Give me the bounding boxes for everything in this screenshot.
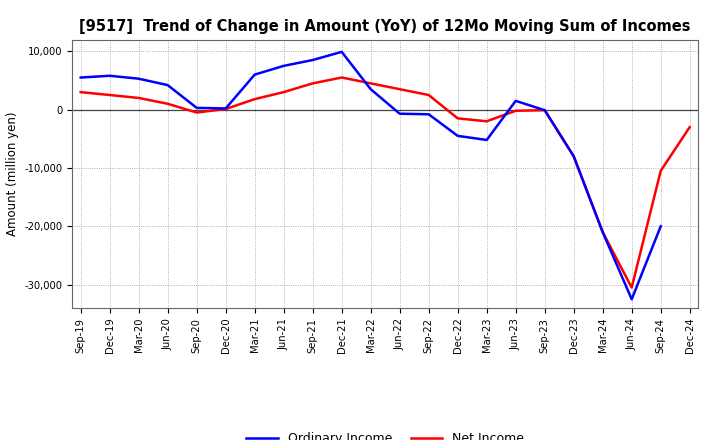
Net Income — [279, 89, 288, 95]
Ordinary Income — [338, 49, 346, 55]
Ordinary Income — [454, 133, 462, 139]
Ordinary Income — [570, 154, 578, 159]
Net Income — [395, 87, 404, 92]
Net Income — [163, 101, 172, 106]
Title: [9517]  Trend of Change in Amount (YoY) of 12Mo Moving Sum of Incomes: [9517] Trend of Change in Amount (YoY) o… — [79, 19, 691, 34]
Net Income — [76, 89, 85, 95]
Ordinary Income — [308, 57, 317, 62]
Ordinary Income — [105, 73, 114, 78]
Net Income — [338, 75, 346, 80]
Ordinary Income — [395, 111, 404, 116]
Net Income — [511, 108, 520, 114]
Net Income — [454, 116, 462, 121]
Ordinary Income — [366, 87, 375, 92]
Line: Ordinary Income: Ordinary Income — [81, 52, 661, 299]
Net Income — [251, 96, 259, 102]
Net Income — [685, 125, 694, 130]
Net Income — [598, 230, 607, 235]
Ordinary Income — [76, 75, 85, 80]
Legend: Ordinary Income, Net Income: Ordinary Income, Net Income — [241, 427, 529, 440]
Ordinary Income — [511, 98, 520, 103]
Net Income — [105, 92, 114, 98]
Ordinary Income — [541, 107, 549, 113]
Net Income — [366, 81, 375, 86]
Net Income — [627, 285, 636, 290]
Net Income — [657, 168, 665, 173]
Net Income — [135, 95, 143, 101]
Ordinary Income — [482, 137, 491, 143]
Ordinary Income — [627, 297, 636, 302]
Ordinary Income — [657, 224, 665, 229]
Net Income — [424, 92, 433, 98]
Net Income — [541, 107, 549, 113]
Ordinary Income — [251, 72, 259, 77]
Ordinary Income — [163, 82, 172, 88]
Line: Net Income: Net Income — [81, 77, 690, 288]
Net Income — [482, 119, 491, 124]
Net Income — [192, 110, 201, 115]
Net Income — [221, 106, 230, 112]
Net Income — [570, 154, 578, 159]
Ordinary Income — [221, 106, 230, 111]
Net Income — [308, 81, 317, 86]
Ordinary Income — [279, 63, 288, 69]
Ordinary Income — [598, 230, 607, 235]
Ordinary Income — [135, 76, 143, 81]
Ordinary Income — [192, 105, 201, 110]
Y-axis label: Amount (million yen): Amount (million yen) — [6, 112, 19, 236]
Ordinary Income — [424, 112, 433, 117]
